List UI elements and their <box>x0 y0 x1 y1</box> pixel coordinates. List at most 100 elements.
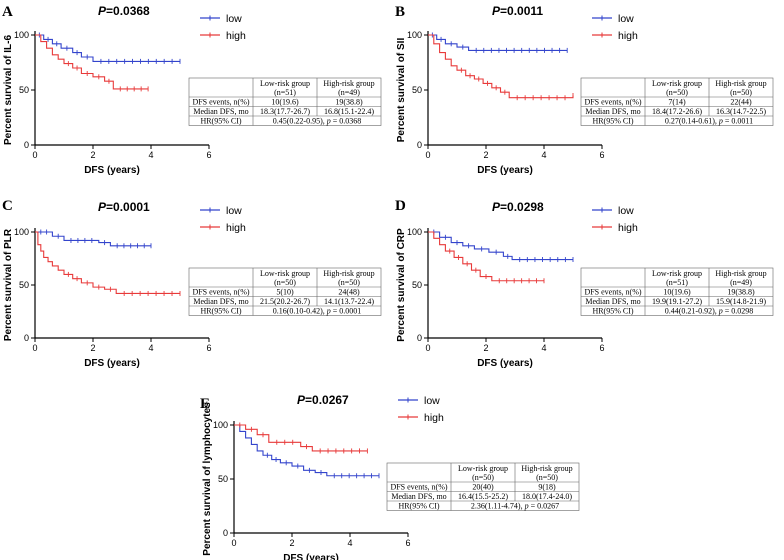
x-axis-label: DFS (years) <box>477 165 533 176</box>
hr-p-value: = 0.0298 <box>723 306 754 315</box>
x-tick-label: 4 <box>541 343 546 353</box>
table-hr-label: HR(95% CI) <box>200 306 241 315</box>
table-header-high: High-risk group <box>715 79 766 88</box>
table-cell: 18.4(17.2-26.6) <box>652 107 702 116</box>
stats-table: Low-risk group High-risk group (n=51) (n=49… <box>580 267 774 316</box>
x-tick-label: 6 <box>599 150 604 160</box>
hr-ci: 0.44(0.21-0.92), <box>665 306 719 315</box>
panel-b: B P=0.0011 0 2 4 6 0 50 100 DFS (years) Percent su… <box>395 4 774 176</box>
table-header-high: High-risk group <box>521 464 572 473</box>
table-n-high: (n=50) <box>536 473 558 482</box>
table-cell: 10(19.6) <box>271 97 299 106</box>
table-n-low: (n=51) <box>666 278 688 287</box>
hr-p-value: = 0.0267 <box>529 501 560 510</box>
table-hr-value: 0.44(0.21-0.92), p = 0.0298 <box>665 306 754 315</box>
y-axis-label: Percent survival of lymphocytes <box>202 402 213 556</box>
series-line-low <box>35 231 151 247</box>
table-n-low: (n=50) <box>666 88 688 97</box>
x-tick-label: 6 <box>206 150 211 160</box>
table-hr-label: HR(95% CI) <box>398 501 439 510</box>
table-cell: 10(19.6) <box>663 287 691 296</box>
table-hr-value: 0.16(0.10-0.42), p = 0.0001 <box>273 306 362 315</box>
series-line-low <box>35 34 180 62</box>
table-cell: 20(40) <box>472 482 494 491</box>
legend-label-low: low <box>226 13 242 25</box>
table-n-low: (n=50) <box>472 473 494 482</box>
x-tick-label: 6 <box>405 538 410 548</box>
hr-p-symbol: p <box>524 501 529 510</box>
table-cell: 15.9(14.8-21.9) <box>716 297 766 306</box>
legend-label-low: low <box>226 205 242 217</box>
x-tick-label: 0 <box>32 150 37 160</box>
table-header-high: High-risk group <box>715 269 766 278</box>
legend-label-high: high <box>226 222 246 234</box>
y-tick-label: 50 <box>412 280 422 290</box>
table-header-low: Low-risk group <box>260 269 310 278</box>
table-cell: 19.9(19.1-27.2) <box>652 297 702 306</box>
y-tick-label: 100 <box>14 227 29 237</box>
y-axis-label: Percent survival of IL-6 <box>3 35 14 145</box>
y-tick-label: 0 <box>223 528 228 538</box>
table-header-high: High-risk group <box>323 269 374 278</box>
x-tick-label: 6 <box>599 343 604 353</box>
table-border <box>386 462 580 511</box>
table-border <box>188 267 382 316</box>
x-tick-label: 4 <box>347 538 352 548</box>
y-tick-label: 50 <box>218 474 228 484</box>
table-row-label: Median DFS, mo <box>585 297 640 306</box>
table-header-low: Low-risk group <box>458 464 508 473</box>
series-line-low <box>428 34 568 51</box>
legend-label-high: high <box>424 412 444 424</box>
table-cell: 16.3(14.7-22.5) <box>716 107 766 116</box>
y-tick-label: 50 <box>19 85 29 95</box>
table-cell: 16.4(15.5-25.2) <box>458 492 508 501</box>
chart-title: P=0.0011 <box>492 4 543 18</box>
y-tick-label: 0 <box>24 333 29 343</box>
table-cell: 18.3(17.7-26.7) <box>260 107 310 116</box>
panel-label: E <box>200 396 210 412</box>
x-axis-label: DFS (years) <box>283 553 339 560</box>
table-border <box>580 267 774 316</box>
x-tick-label: 2 <box>90 150 95 160</box>
chart-title: P=0.0368 <box>98 4 150 18</box>
title-p-value: =0.0267 <box>305 393 349 407</box>
x-axis-label: DFS (years) <box>84 165 140 176</box>
y-tick-label: 0 <box>417 140 422 150</box>
table-row-label: Median DFS, mo <box>391 492 446 501</box>
hr-ci: 0.16(0.10-0.42), <box>273 306 327 315</box>
hr-ci: 0.45(0.22-0.95), <box>273 116 327 125</box>
table-row-label: DFS events, n(%) <box>192 287 249 296</box>
x-tick-label: 2 <box>90 343 95 353</box>
table-hr-value: 0.45(0.22-0.95), p = 0.0368 <box>273 116 362 125</box>
series-line-high <box>35 231 180 295</box>
y-tick-label: 0 <box>24 140 29 150</box>
y-axis-label: Percent survival of PLR <box>3 228 14 341</box>
series-line-high <box>428 34 574 99</box>
panel-d: D P=0.0298 0 2 4 6 0 50 100 DFS (years) Percent su… <box>395 198 774 369</box>
table-row-label: DFS events, n(%) <box>390 482 447 491</box>
table-n-high: (n=49) <box>338 88 360 97</box>
stats-table: Low-risk group High-risk group(n=50) (n=50… <box>188 267 382 316</box>
table-cell: 24(48) <box>338 287 360 296</box>
title-p-symbol: P <box>492 200 501 214</box>
legend-label-low: low <box>424 395 440 407</box>
x-tick-label: 6 <box>206 343 211 353</box>
title-p-value: =0.0368 <box>106 4 150 18</box>
x-tick-label: 0 <box>32 343 37 353</box>
hr-p-value: = 0.0001 <box>331 306 362 315</box>
legend-label-high: high <box>618 222 638 234</box>
title-p-symbol: P <box>98 200 107 214</box>
title-p-symbol: P <box>297 393 306 407</box>
table-cell: 19(38.8) <box>335 97 363 106</box>
panel-label: B <box>395 4 405 20</box>
hr-p-symbol: p <box>718 306 723 315</box>
y-tick-label: 0 <box>417 333 422 343</box>
hr-p-symbol: p <box>718 116 723 125</box>
title-p-symbol: P <box>492 4 501 18</box>
panel-label: A <box>2 4 13 20</box>
table-row-label: Median DFS, mo <box>193 107 248 116</box>
hr-p-value: = 0.0368 <box>331 116 362 125</box>
panel-a: A P=0.0368 0 2 4 6 0 50 100 DFS (years) Percent su… <box>2 4 382 176</box>
hr-ci: 2.36(1.11-4.74), <box>471 501 525 510</box>
series-line-low <box>428 231 573 261</box>
